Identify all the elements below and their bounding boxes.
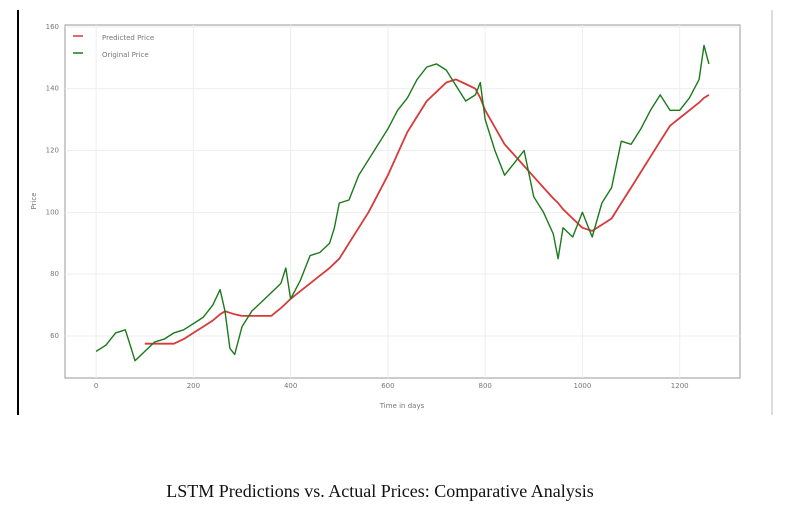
legend-label: Original Price [102,51,149,59]
x-tick-label: 400 [284,382,297,390]
y-tick-label: 60 [50,332,59,340]
y-tick-label: 120 [46,146,59,154]
x-tick-label: 200 [187,382,200,390]
x-tick-label: 0 [94,382,98,390]
y-tick-label: 100 [46,208,59,216]
x-tick-label: 800 [478,382,491,390]
line-series [144,78,710,345]
y-axis-label: Price [30,192,38,209]
x-tick-label: 1000 [574,382,592,390]
x-axis-label: Time in days [379,402,425,410]
legend-label: Predicted Price [102,34,154,42]
plot-frame [64,24,741,379]
y-tick-label: 80 [50,270,59,278]
y-tick-label: 160 [46,23,59,31]
line-series [95,44,710,362]
y-tick-label: 140 [46,85,59,93]
caption: LSTM Predictions vs. Actual Prices: Comp… [166,481,593,501]
x-tick-label: 600 [381,382,394,390]
x-tick-label: 1200 [671,382,689,390]
